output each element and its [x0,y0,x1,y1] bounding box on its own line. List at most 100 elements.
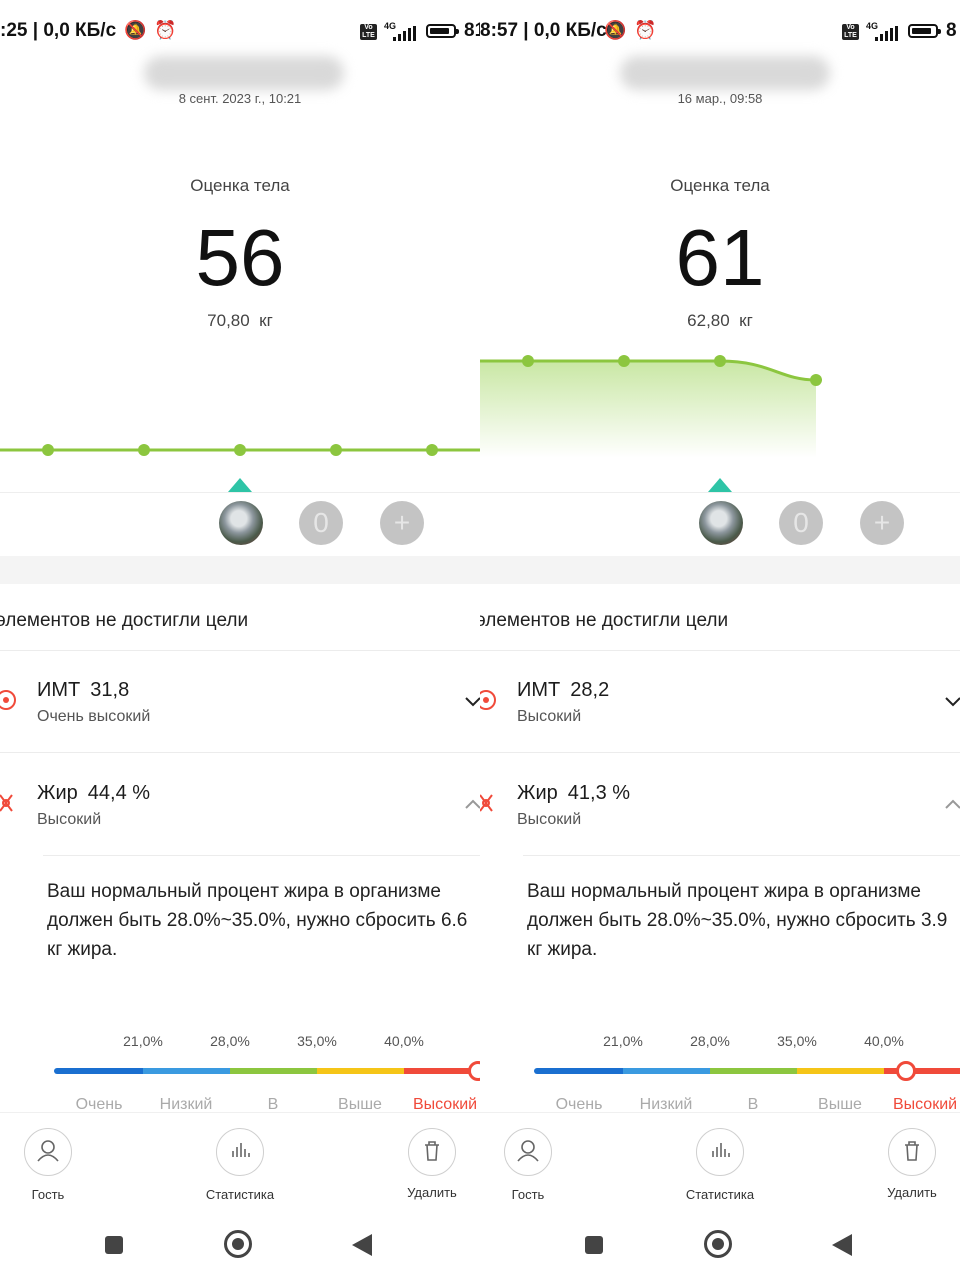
delete-button[interactable] [888,1128,936,1176]
chevron-up-icon[interactable] [944,798,960,810]
fat-status: Высокий [37,811,102,828]
measurement-date: 16 мар., 09:58 [677,91,763,106]
scale-tick: 28,0% [210,1033,250,1049]
alarm-icon: ⏰ [634,20,657,40]
bar-chart-icon [712,1143,730,1157]
blurred-username [620,56,830,90]
delete-label: Удалить [887,1185,937,1200]
guest-button[interactable] [24,1128,72,1176]
guest-label: Гость [511,1187,545,1202]
home-icon[interactable] [704,1230,732,1258]
chevron-up-icon[interactable] [464,798,480,810]
scale-label-active: Высокий [892,1096,958,1113]
back-icon[interactable] [352,1234,372,1256]
chevron-down-icon[interactable] [464,696,480,708]
add-user-button[interactable]: + [380,501,424,545]
scale-label-active: Высокий [412,1096,478,1113]
recent-apps-icon[interactable] [105,1236,123,1254]
scale-label: В [267,1096,279,1113]
home-icon[interactable] [224,1230,252,1258]
fat-status: Высокий [517,811,582,828]
scale-pointer [896,1061,916,1081]
battery-percent: 81 [464,20,480,41]
bmi-name: ИМТ [37,679,81,701]
scale-pointer [468,1061,480,1081]
score-label: Оценка тела [670,176,770,195]
trend-point[interactable] [42,444,54,456]
chevron-down-icon[interactable] [944,696,960,708]
signal-icon [393,26,417,41]
scale-label: Низкий [159,1096,213,1113]
trend-point[interactable] [618,355,630,367]
weight-trend-chart[interactable] [480,340,960,490]
goal-summary: элементов не достигли цели [480,610,729,631]
battery-icon [908,24,941,38]
guest-zero-button[interactable]: 0 [779,501,823,545]
scale-segment-high [404,1068,480,1074]
scale-tick: 28,0% [690,1033,730,1049]
back-icon[interactable] [832,1234,852,1256]
scale-tick: 35,0% [777,1033,817,1049]
statistics-button[interactable] [216,1128,264,1176]
guest-zero-button[interactable]: 0 [299,501,343,545]
section-separator [0,556,480,584]
notifications-muted-icon: 🔕 [604,20,627,40]
score-label: Оценка тела [190,176,290,195]
user-avatar[interactable] [219,501,263,545]
person-icon [517,1140,539,1162]
network-type: 4G [866,21,879,31]
statistics-button[interactable] [696,1128,744,1176]
scale-tick: 21,0% [603,1033,643,1049]
fat-value: 41,3 % [567,782,631,804]
trend-point[interactable] [714,355,726,367]
scale-label: Очень [555,1096,603,1113]
scale-tick: 35,0% [297,1033,337,1049]
statistics-label: Статистика [205,1187,275,1202]
user-avatar[interactable] [699,501,743,545]
chart-divider [0,492,480,493]
bmi-value: 31,8 [90,679,130,701]
fat-row[interactable]: Жир 44,4 % [37,782,150,805]
trend-point[interactable] [234,444,246,456]
trend-point[interactable] [810,374,822,386]
trend-point[interactable] [426,444,438,456]
volte-icon: Vo LTE [842,24,859,40]
trend-area [480,361,816,458]
chart-divider [480,492,960,493]
fat-row[interactable]: Жир 41,3 % [517,782,630,805]
section-separator [480,556,960,584]
divider [480,650,960,651]
bmi-row[interactable]: ИМТ 28,2 [517,679,609,702]
trend-point[interactable] [330,444,342,456]
weight-trend-chart[interactable] [0,340,480,490]
scale-segment-above [317,1068,404,1074]
bar-chart-icon [232,1143,250,1157]
scale-label: В [747,1096,759,1113]
divider [480,752,960,753]
fat-icon [480,794,493,812]
trend-point[interactable] [138,444,150,456]
scale-segment-normal [230,1068,317,1074]
recent-apps-icon[interactable] [585,1236,603,1254]
trend-point[interactable] [522,355,534,367]
scale-label: Низкий [639,1096,693,1113]
scale-tick: 40,0% [384,1033,424,1049]
divider [0,650,480,651]
bmi-row[interactable]: ИМТ 31,8 [37,679,129,702]
scale-segment-low [143,1068,230,1074]
add-user-button[interactable]: + [860,501,904,545]
battery-percent: 8 [946,20,957,41]
divider [43,855,480,856]
bmi-icon [0,690,16,710]
guest-label: Гость [31,1187,65,1202]
selected-point-marker-icon [228,478,252,492]
fat-value: 44,4 % [87,782,151,804]
scale-segment-high [884,1068,960,1074]
fat-icon [0,794,13,812]
body-score: 56 [195,213,285,302]
measurement-date: 8 сент. 2023 г., 10:21 [178,91,302,106]
guest-button[interactable] [504,1128,552,1176]
screenshot-left: :25 | 0,0 КБ/с 🔕 ⏰ Vo LTE 4G 81 8 сент. 2… [0,20,480,1258]
scale-segment-very-low [534,1068,623,1074]
delete-button[interactable] [408,1128,456,1176]
